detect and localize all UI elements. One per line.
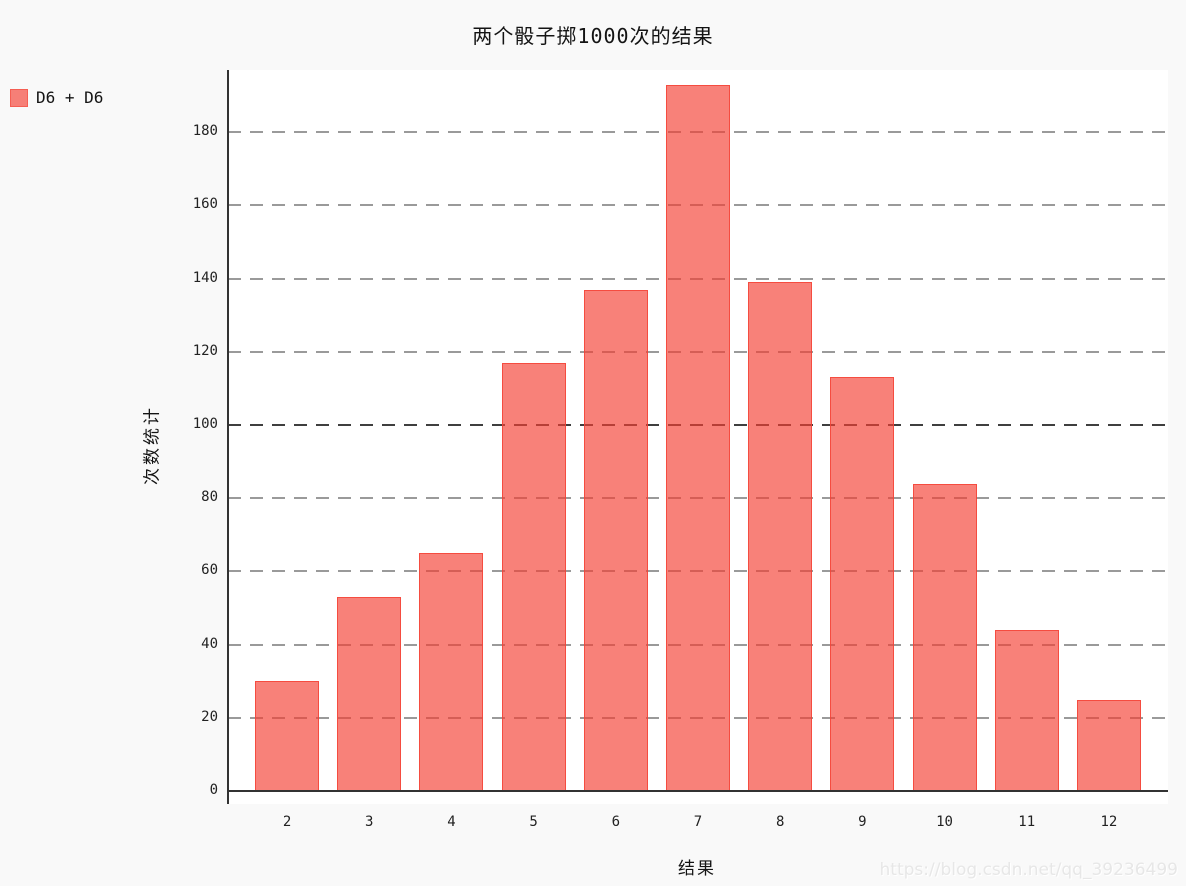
y-tick-label-140: 140 — [192, 269, 218, 286]
y-tick-label-80: 80 — [201, 489, 218, 506]
bar-10[interactable] — [912, 483, 977, 791]
x-axis-title: 结果 — [678, 859, 716, 879]
y-tick-label-120: 120 — [192, 342, 218, 359]
bar-5[interactable] — [501, 362, 566, 791]
y-tick-label-60: 60 — [201, 562, 218, 579]
y-tick-label-100: 100 — [192, 416, 218, 432]
y-tick-label-0: 0 — [209, 782, 218, 798]
bar-12[interactable] — [1076, 699, 1141, 791]
bar-9[interactable] — [830, 377, 895, 791]
y-tick-label-180: 180 — [192, 123, 218, 140]
x-tick-label-5: 5 — [529, 814, 538, 830]
y-tick-label-160: 160 — [192, 196, 218, 213]
x-axis-line — [228, 790, 1168, 792]
plot-area — [228, 70, 1168, 804]
bar-3[interactable] — [337, 597, 402, 791]
bar-11[interactable] — [994, 629, 1059, 791]
legend-swatch — [10, 88, 28, 107]
x-tick-label-6: 6 — [611, 814, 621, 830]
x-tick-label-4: 4 — [447, 814, 456, 830]
chart-title: 两个骰子掷1000次的结果 — [472, 24, 714, 48]
y-tick-label-40: 40 — [201, 635, 218, 652]
y-tick-label-20: 20 — [201, 708, 218, 725]
bar-4[interactable] — [419, 553, 484, 791]
legend-item[interactable]: D6 + D6 — [10, 88, 104, 107]
x-tick-label-8: 8 — [775, 814, 785, 830]
x-tick-label-10: 10 — [936, 814, 953, 830]
x-tick-label-3: 3 — [365, 814, 374, 830]
x-tick-label-9: 9 — [858, 814, 867, 830]
x-tick-label-7: 7 — [693, 814, 703, 830]
bar-7[interactable] — [666, 84, 730, 791]
bar-6[interactable] — [583, 289, 648, 791]
x-tick-label-11: 11 — [1018, 814, 1036, 830]
legend-label: D6 + D6 — [36, 88, 104, 107]
bar-2[interactable] — [255, 681, 320, 791]
x-tick-label-12: 12 — [1100, 814, 1118, 830]
bar-8[interactable] — [748, 282, 813, 791]
x-tick-label-2: 2 — [282, 814, 292, 830]
watermark: https://blog.csdn.net/qq_39236499 — [879, 860, 1178, 880]
y-axis-line — [227, 70, 229, 804]
